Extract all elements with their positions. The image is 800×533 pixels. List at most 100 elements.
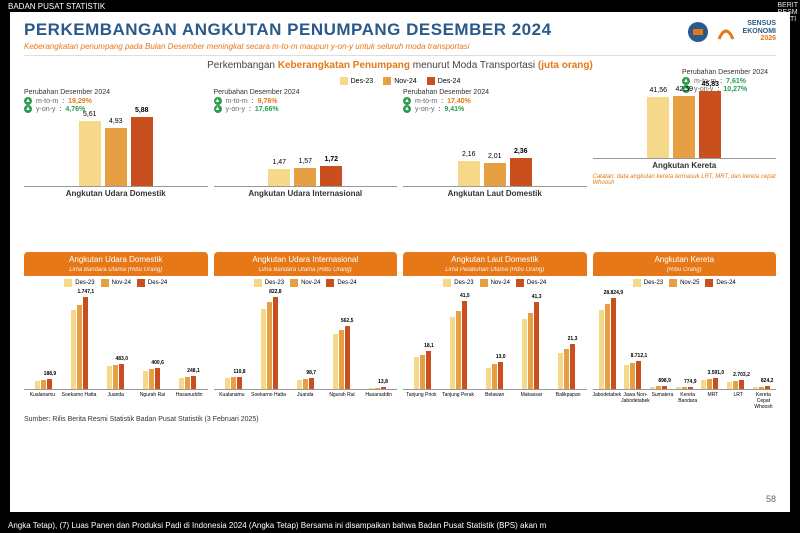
bar bbox=[624, 365, 629, 389]
category-labels: KualanamuSoekarno HattaJuandaNgurah RaiH… bbox=[214, 392, 398, 398]
bar bbox=[564, 349, 569, 389]
bottom-chart-header: Angkutan Udara InternasionalLima Bandara… bbox=[214, 252, 398, 276]
bar: 898,9 bbox=[662, 386, 667, 389]
bottom-legend: Des-23 Nov-24 Des-24 bbox=[24, 279, 208, 287]
header-logos: SENSUSEKONOMI2026 bbox=[687, 20, 776, 43]
bar bbox=[179, 378, 184, 389]
bar: 1,57 bbox=[294, 168, 316, 186]
bar-group: 98,7 bbox=[297, 378, 314, 389]
bar bbox=[420, 355, 425, 389]
bar: 4,93 bbox=[105, 128, 127, 186]
bar bbox=[676, 387, 681, 389]
bar bbox=[339, 330, 344, 389]
bar: 483,0 bbox=[119, 364, 124, 389]
bar: 824,2 bbox=[765, 386, 770, 389]
bar bbox=[759, 387, 764, 389]
bar: 42,59 bbox=[673, 96, 695, 158]
bar bbox=[522, 319, 527, 389]
bar-group: 400,6 bbox=[143, 368, 160, 389]
top-chart: Perubahan Desember 2024 ▲m-to-m:7,61% ▲y… bbox=[593, 89, 777, 244]
bar-group: 8.712,1 bbox=[624, 361, 641, 389]
bar bbox=[375, 388, 380, 389]
bar bbox=[414, 357, 419, 389]
change-box: Perubahan Desember 2024 ▲m-to-m:7,61% ▲y… bbox=[682, 69, 768, 93]
bottom-bar-area: 18,1 41,5 13,0 41,3 21,3 bbox=[403, 290, 587, 390]
bar: 18,1 bbox=[426, 351, 431, 389]
page-title: PERKEMBANGAN ANGKUTAN PENUMPANG DESEMBER… bbox=[24, 20, 776, 40]
bar: 2.703,2 bbox=[739, 380, 744, 389]
bar bbox=[297, 380, 302, 390]
bar: 13,0 bbox=[498, 362, 503, 389]
bar-group: 248,1 bbox=[179, 376, 196, 389]
bar-group: 483,0 bbox=[107, 364, 124, 389]
bar: 2,36 bbox=[510, 158, 532, 186]
bar bbox=[113, 365, 118, 389]
bar: 1,72 bbox=[320, 166, 342, 186]
bar: 98,7 bbox=[309, 378, 314, 389]
bar-group: 188,9 bbox=[35, 379, 52, 389]
bottom-charts-row: Angkutan Udara DomestikLima Bandara Utam… bbox=[24, 252, 776, 410]
top-chart: Perubahan Desember 2024 ▲m-to-m:9,76% ▲y… bbox=[214, 89, 398, 244]
bar-group: 13,0 bbox=[486, 362, 503, 389]
bar: 248,1 bbox=[191, 376, 196, 389]
bar-group: 824,2 bbox=[753, 386, 770, 389]
bar bbox=[35, 381, 40, 389]
bottom-chart-header: Angkutan Laut DomestikLima Pelabuhan Uta… bbox=[403, 252, 587, 276]
bar: 3.591,0 bbox=[713, 378, 718, 389]
legend-item: Des-23 bbox=[340, 77, 374, 85]
bar-group: 822,8 bbox=[261, 297, 278, 389]
bar bbox=[143, 371, 148, 389]
bottom-chart: Angkutan Udara InternasionalLima Bandara… bbox=[214, 252, 398, 410]
bar bbox=[333, 334, 338, 389]
bar bbox=[650, 387, 655, 389]
bar-area: 2,162,012,36 bbox=[403, 117, 587, 187]
bar bbox=[107, 366, 112, 389]
bar bbox=[369, 388, 374, 389]
bar-group: 3.591,0 bbox=[701, 378, 718, 389]
category-labels: KualanamuSoekarno HattaJuandaNgurah RaiH… bbox=[24, 392, 208, 398]
bar bbox=[605, 304, 610, 390]
bar-area: 1,471,571,72 bbox=[214, 117, 398, 187]
bar-group: 774,9 bbox=[676, 387, 693, 389]
chart-label: Angkutan Kereta bbox=[593, 161, 777, 170]
bar: 1.747,1 bbox=[83, 297, 88, 389]
header: PERKEMBANGAN ANGKUTAN PENUMPANG DESEMBER… bbox=[24, 20, 776, 56]
bar bbox=[486, 368, 491, 389]
bottom-bar-area: 110,8822,898,7562,513,8 bbox=[214, 290, 398, 390]
bar bbox=[450, 317, 455, 389]
legend-item: Nov-24 bbox=[383, 77, 417, 85]
change-box: Perubahan Desember 2024 ▲m-to-m:17,40% ▲… bbox=[403, 89, 587, 113]
bar-group: 28.824,9 bbox=[599, 298, 616, 389]
bar-group: 41,3 bbox=[522, 302, 539, 389]
bar-group: 21,3 bbox=[558, 344, 575, 389]
bar: 2,01 bbox=[484, 163, 506, 186]
bar bbox=[727, 382, 732, 389]
bar: 5,61 bbox=[79, 121, 101, 186]
legend-item: Des-24 bbox=[427, 77, 461, 85]
chart-label: Angkutan Laut Domestik bbox=[403, 189, 587, 198]
bar bbox=[225, 378, 230, 389]
bar bbox=[492, 364, 497, 389]
bar: 41,3 bbox=[534, 302, 539, 389]
bar bbox=[682, 387, 687, 389]
chart-label: Angkutan Udara Internasional bbox=[214, 189, 398, 198]
page-number: 58 bbox=[766, 494, 776, 504]
category-labels: JabodetabekJawa Non-JabodetabekSumateraK… bbox=[593, 392, 777, 410]
bar: 774,9 bbox=[688, 387, 693, 389]
bar bbox=[733, 381, 738, 389]
org-label: BADAN PUSAT STATISTIK bbox=[8, 2, 105, 10]
bottom-chart-header: Angkutan Kereta(Ribu Orang) bbox=[593, 252, 777, 276]
bar: 400,6 bbox=[155, 368, 160, 389]
bar bbox=[707, 379, 712, 389]
bar: 1,47 bbox=[268, 169, 290, 186]
bar: 822,8 bbox=[273, 297, 278, 389]
bar: 41,56 bbox=[647, 97, 669, 158]
bar bbox=[267, 302, 272, 389]
bar bbox=[303, 379, 308, 389]
top-chart: Perubahan Desember 2024 ▲m-to-m:17,40% ▲… bbox=[403, 89, 587, 244]
top-bar: BADAN PUSAT STATISTIK bbox=[0, 0, 800, 12]
bar-group: 110,8 bbox=[225, 377, 242, 389]
bar bbox=[41, 380, 46, 390]
source-text: Sumber: Rilis Berita Resmi Statistik Bad… bbox=[24, 416, 776, 423]
bar: 41,5 bbox=[462, 301, 467, 389]
